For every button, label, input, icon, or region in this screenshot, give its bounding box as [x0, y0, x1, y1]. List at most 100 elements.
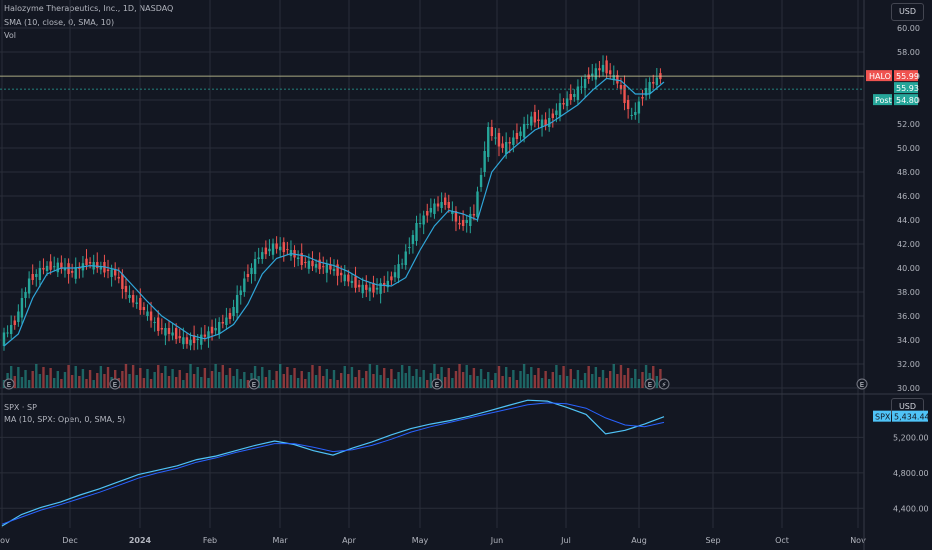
- candle-body: [494, 137, 497, 139]
- x-tick-label: Jul: [560, 536, 571, 545]
- candle-body: [286, 249, 289, 251]
- volume-bar: [60, 379, 63, 388]
- volume-bar: [594, 367, 598, 388]
- volume-bar: [31, 371, 34, 388]
- candle-body: [565, 98, 569, 106]
- candle-body: [526, 124, 529, 125]
- volume-bar: [45, 375, 49, 388]
- volume-bar: [472, 368, 476, 388]
- candle-body: [469, 214, 472, 226]
- volume-bar: [433, 364, 436, 388]
- candle-body: [458, 223, 461, 225]
- mid-price-badge: [894, 82, 918, 94]
- candle-body: [601, 64, 605, 72]
- sma-legend[interactable]: SMA (10, close, 0, SMA, 10): [4, 18, 115, 27]
- volume-bar: [20, 377, 24, 388]
- post-label-text: Post: [875, 96, 892, 105]
- candle-body: [135, 302, 138, 304]
- candle-body: [24, 292, 27, 298]
- volume-bar: [608, 371, 612, 388]
- event-marker-label: E: [7, 381, 11, 389]
- volume-bar: [24, 370, 27, 388]
- volume-bar: [497, 366, 501, 388]
- volume-bar: [522, 364, 526, 388]
- candle-body: [160, 328, 164, 330]
- chart-title: Halozyme Therapeutics, Inc., 1D, NASDAQ: [4, 4, 174, 13]
- volume-bar: [519, 371, 522, 388]
- candle-body: [307, 260, 311, 269]
- candle-body: [608, 70, 612, 75]
- volume-bar: [271, 380, 275, 388]
- candle-body: [562, 103, 565, 105]
- volume-bar: [192, 374, 196, 388]
- candle-body: [42, 268, 45, 270]
- volume-bar: [461, 372, 465, 388]
- volume-bar: [354, 377, 357, 388]
- x-tick-label: Feb: [203, 536, 217, 545]
- volume-bar: [458, 364, 461, 388]
- candle-body: [512, 137, 515, 145]
- volume-bar: [619, 365, 623, 388]
- volume-bar: [655, 376, 659, 388]
- candle-body: [139, 298, 142, 310]
- candle-body: [637, 101, 641, 114]
- volume-bar: [576, 370, 580, 388]
- volume-bar: [368, 364, 372, 388]
- candle-body: [440, 202, 443, 208]
- candle-body: [368, 287, 372, 292]
- candle-body: [393, 272, 397, 278]
- volume-bar: [390, 369, 393, 388]
- volume-bar: [544, 371, 547, 388]
- sma-line: [3, 77, 665, 347]
- earnings-marker-icon: [248, 378, 260, 390]
- volume-bar: [540, 378, 544, 388]
- candle-body: [106, 269, 110, 271]
- candle-body: [641, 97, 644, 99]
- candle-body: [332, 268, 336, 271]
- candle-body: [408, 247, 411, 248]
- candle-body: [472, 214, 476, 216]
- volume-bar: [92, 380, 95, 388]
- volume-bar: [537, 368, 540, 388]
- volume-bar: [314, 375, 318, 388]
- volume-bar: [508, 377, 511, 388]
- volume-bar: [393, 379, 397, 388]
- currency-button[interactable]: USD: [891, 3, 924, 21]
- candle-body: [365, 284, 368, 290]
- spx-ma-legend[interactable]: MA (10, SPX: Open, 0, SMA, 5): [4, 415, 126, 424]
- volume-bar: [365, 371, 368, 388]
- volume-bar: [652, 366, 655, 388]
- volume-bar: [465, 365, 468, 388]
- candle-body: [357, 284, 361, 288]
- candle-body: [88, 262, 92, 264]
- y-tick-label: 58.00: [897, 48, 920, 57]
- volume-bar: [49, 368, 52, 388]
- volume-bar: [121, 371, 124, 388]
- volume-bar: [612, 364, 615, 388]
- volume-bar: [429, 373, 433, 388]
- y-tick-label: 32.00: [897, 360, 920, 369]
- x-tick-label: Jun: [490, 536, 504, 545]
- x-tick-label: 2024: [129, 536, 152, 545]
- y-tick-label: 42.00: [897, 240, 920, 249]
- candle-body: [31, 274, 34, 280]
- candle-body: [146, 311, 149, 316]
- volume-bar: [160, 373, 164, 388]
- volume-bar: [558, 375, 562, 388]
- volume-bar: [296, 378, 300, 388]
- volume-bar: [386, 378, 390, 388]
- candle-body: [246, 274, 250, 277]
- volume-bar: [174, 377, 178, 388]
- volume-legend[interactable]: Vol: [4, 31, 16, 40]
- volume-bar: [329, 379, 332, 388]
- x-tick-label: May: [412, 536, 429, 545]
- candle-body: [228, 313, 232, 319]
- candle-body: [616, 75, 619, 84]
- x-tick-label: Apr: [342, 536, 357, 545]
- mid-price-text: 55.93: [896, 84, 919, 93]
- volume-bar: [476, 376, 479, 388]
- y-tick-label: 44.00: [897, 216, 920, 225]
- candle-body: [243, 278, 246, 292]
- candle-body: [551, 113, 555, 118]
